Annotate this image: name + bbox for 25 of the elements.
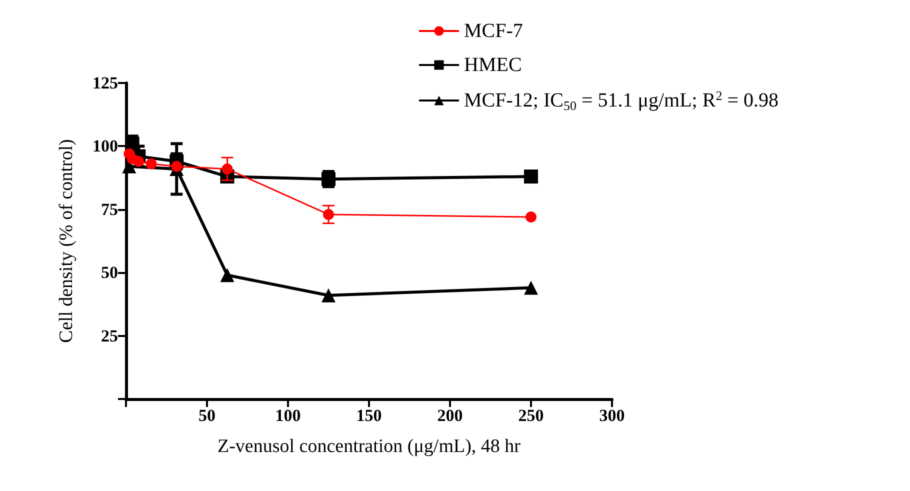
y-tick-label: 50 bbox=[101, 263, 118, 282]
y-tick-label: 25 bbox=[101, 326, 118, 346]
point bbox=[220, 268, 234, 282]
x-tick-label: 100 bbox=[275, 406, 301, 425]
point bbox=[322, 172, 336, 186]
point bbox=[524, 170, 538, 184]
point bbox=[524, 280, 538, 295]
point bbox=[322, 288, 336, 302]
legend-label: HMEC bbox=[464, 54, 522, 76]
y-tick-label: 125 bbox=[92, 74, 118, 92]
point bbox=[171, 160, 182, 172]
x-tick-label: 300 bbox=[599, 406, 625, 425]
y-tick-label: 75 bbox=[101, 200, 118, 219]
x-tick-label: 250 bbox=[518, 406, 544, 425]
point bbox=[146, 158, 157, 170]
x-axis-title: Z-venusol concentration (μg/mL), 48 hr bbox=[217, 436, 522, 457]
legend-label: MCF-7 bbox=[464, 20, 523, 42]
x-tick-label: 50 bbox=[198, 406, 216, 425]
y-tick-label: 100 bbox=[92, 136, 118, 156]
x-tick-label: 200 bbox=[437, 406, 463, 425]
point bbox=[526, 211, 536, 222]
x-tick-label: 150 bbox=[356, 406, 382, 425]
point bbox=[323, 208, 334, 220]
point bbox=[222, 163, 233, 174]
y-axis-title: Cell density (% of control) bbox=[56, 139, 77, 343]
